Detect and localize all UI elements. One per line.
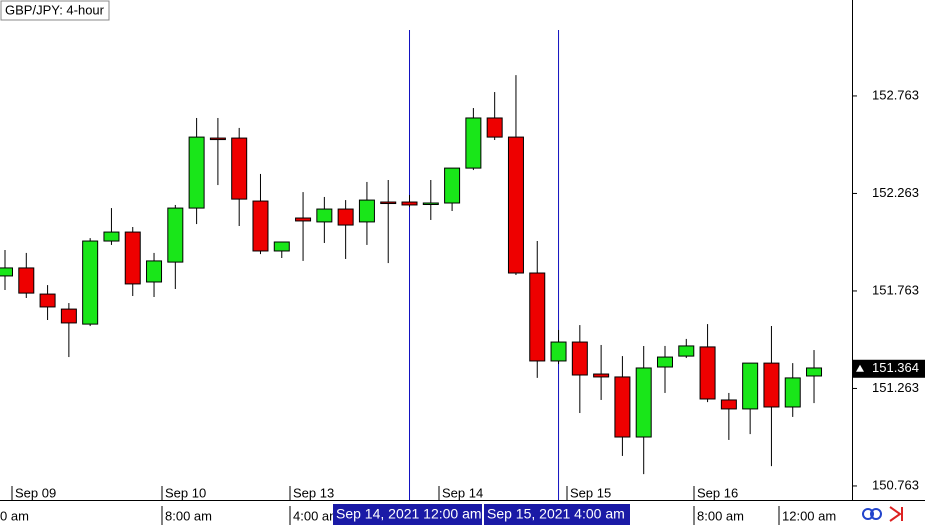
candle-body	[656, 356, 673, 368]
candle-body	[529, 272, 546, 362]
candle-body	[273, 241, 290, 252]
candle-body	[742, 362, 759, 410]
candle-body	[0, 267, 13, 277]
y-tick-label: 150.763	[872, 477, 919, 492]
candle-body	[103, 231, 120, 242]
chart-title: GBP/JPY: 4-hour	[5, 2, 105, 17]
y-tick-label: 152.763	[872, 87, 919, 102]
x-tick-label: Sep 15	[570, 485, 611, 500]
candle-body	[146, 260, 163, 283]
candle-body	[167, 207, 184, 263]
candle-body	[550, 341, 567, 362]
link-icon[interactable]	[862, 508, 874, 520]
x-tick-label: 0 am	[0, 508, 29, 523]
candle-body	[358, 199, 375, 223]
candle-body	[806, 367, 823, 377]
candle-body	[60, 308, 77, 324]
candle-body	[507, 136, 524, 274]
cursor-label-box	[333, 504, 482, 525]
candle-body	[209, 137, 226, 141]
candle-body	[486, 117, 503, 138]
y-tick-label: 151.263	[872, 380, 919, 395]
x-tick-label: Sep 10	[165, 485, 206, 500]
last-price-label: 151.364	[872, 360, 919, 375]
candle-body	[188, 136, 205, 209]
title-box	[0, 0, 110, 21]
y-tick-label: 152.263	[872, 185, 919, 200]
x-tick-label: Sep 16	[697, 485, 738, 500]
candle-body	[18, 267, 35, 294]
candle-body	[763, 362, 780, 408]
candle-body	[678, 345, 695, 357]
candle-body	[39, 293, 56, 308]
candle-body	[699, 346, 716, 400]
cursor-label: Sep 14, 2021 12:00 am	[336, 506, 482, 522]
x-tick-label: 8:00 am	[165, 508, 212, 523]
candle-body	[231, 137, 248, 200]
candle-body	[82, 240, 99, 325]
candle-body	[401, 201, 418, 206]
candle-body	[295, 217, 312, 222]
x-tick-label: 8:00 am	[697, 508, 744, 523]
candle-body	[252, 200, 269, 252]
candle-body	[635, 367, 652, 438]
candle-body	[720, 399, 737, 410]
cursor-label: Sep 15, 2021 4:00 am	[487, 506, 625, 522]
last-price-box	[853, 359, 925, 378]
last-price-arrow	[856, 364, 864, 372]
scroll-end-icon[interactable]	[889, 506, 903, 522]
candle-body	[593, 373, 610, 378]
link-icon-2[interactable]	[870, 508, 882, 520]
candle-body	[614, 376, 631, 438]
candle-body	[124, 231, 141, 285]
candle-body	[444, 167, 461, 204]
y-tick-label: 151.763	[872, 282, 919, 297]
candle-body	[784, 377, 801, 408]
candle-body	[571, 341, 588, 376]
x-tick-label: 12:00 am	[782, 508, 836, 523]
x-tick-label: Sep 14	[442, 485, 483, 500]
x-tick-label: Sep 13	[293, 485, 334, 500]
footer-icons[interactable]	[862, 506, 903, 522]
candle-body	[465, 117, 482, 169]
x-tick-label: 4:00 am	[293, 508, 340, 523]
candle-body	[337, 208, 354, 226]
candle-body	[422, 202, 439, 206]
cursor-label-box	[484, 504, 630, 525]
candle-body	[316, 208, 333, 223]
x-tick-label: Sep 09	[15, 485, 56, 500]
candle-body	[380, 201, 397, 205]
